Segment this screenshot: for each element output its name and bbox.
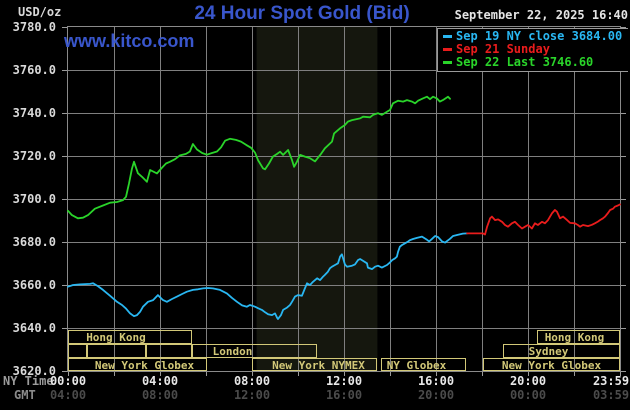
legend-dash-icon bbox=[443, 35, 452, 38]
datetime-label: September 22, 2025 16:40 bbox=[454, 8, 628, 22]
legend-label: Sep 22 Last 3746.60 bbox=[456, 55, 594, 69]
legend-entry-0: Sep 19 NY close 3684.00 bbox=[438, 30, 628, 43]
x-axis-label-ny: 04:00 bbox=[141, 374, 179, 388]
session-label-hong-kong-late: Hong Kong bbox=[544, 331, 605, 344]
y-axis-label: 3780.0 bbox=[12, 20, 56, 34]
session-box-london: London bbox=[192, 344, 317, 358]
y-axis-label: 3760.0 bbox=[12, 63, 56, 77]
session-box-new-york-globex-early: New York Globex bbox=[68, 358, 207, 372]
y-axis-label: 3640.0 bbox=[12, 321, 56, 335]
session-label-new-york-nymex: New York NYMEX bbox=[272, 359, 365, 372]
x-axis-label-ny: 16:00 bbox=[417, 374, 455, 388]
ny-time-axis-label: NY Time bbox=[3, 374, 54, 388]
session-label-sydney: Sydney bbox=[528, 345, 569, 358]
legend-dash-icon bbox=[443, 48, 452, 51]
session-box-unlabeled-3 bbox=[146, 344, 192, 358]
session-box-ny-globex: NY Globex bbox=[381, 358, 466, 372]
x-axis-label-gmt: 12:00 bbox=[233, 388, 271, 402]
x-axis-label-ny: 23:59 bbox=[592, 374, 630, 388]
x-axis-label-gmt: 08:00 bbox=[141, 388, 179, 402]
x-axis-label-gmt: 03:59 bbox=[592, 388, 630, 402]
legend-dash-icon bbox=[443, 61, 452, 64]
price-chart-svg bbox=[62, 27, 626, 376]
session-label-new-york-globex-late: New York Globex bbox=[501, 359, 602, 372]
y-axis-label: 3620.0 bbox=[12, 364, 56, 378]
x-axis-label-ny: 00:00 bbox=[49, 374, 87, 388]
legend-label: Sep 21 Sunday bbox=[456, 42, 550, 56]
y-axis-label: 3740.0 bbox=[12, 106, 56, 120]
price-line-0 bbox=[67, 95, 451, 220]
kitco-watermark-link[interactable]: www.kitco.com bbox=[64, 31, 195, 51]
x-axis-label-gmt: 00:00 bbox=[509, 388, 547, 402]
legend-entry-2: Sep 22 Last 3746.60 bbox=[438, 56, 628, 69]
session-box-hong-kong-late: Hong Kong bbox=[537, 330, 620, 344]
page-title: 24 Hour Spot Gold (Bid) bbox=[194, 3, 410, 24]
x-axis-label-ny: 12:00 bbox=[325, 374, 363, 388]
y-axis-label: 3720.0 bbox=[12, 149, 56, 163]
session-label-ny-globex: NY Globex bbox=[386, 359, 447, 372]
x-axis-label-ny: 20:00 bbox=[509, 374, 547, 388]
session-box-sydney: Sydney bbox=[503, 344, 620, 358]
y-axis-label: 3700.0 bbox=[12, 192, 56, 206]
session-label-london: London bbox=[212, 345, 253, 358]
session-box-unlabeled-1 bbox=[68, 344, 87, 358]
session-label-hong-kong-early: Hong Kong bbox=[86, 331, 146, 344]
session-box-unlabeled-2 bbox=[87, 344, 146, 358]
legend-label: Sep 19 NY close 3684.00 bbox=[456, 29, 623, 43]
price-line-1 bbox=[67, 232, 469, 320]
unit-label: USD/oz bbox=[18, 5, 62, 19]
price-line-2 bbox=[466, 203, 621, 236]
x-axis-label-gmt: 20:00 bbox=[417, 388, 455, 402]
plot-area: Hong Kong Hong Kong London Sydney New York G… bbox=[62, 26, 626, 376]
gmt-axis-label: GMT bbox=[14, 388, 36, 402]
session-box-new-york-globex-late: New York Globex bbox=[483, 358, 620, 372]
x-axis-label-gmt: 04:00 bbox=[49, 388, 87, 402]
y-axis-label: 3680.0 bbox=[12, 235, 56, 249]
x-axis-label-gmt: 16:00 bbox=[325, 388, 363, 402]
legend-box: Sep 19 NY close 3684.00 Sep 21 Sunday Sep … bbox=[437, 28, 628, 72]
session-label-new-york-globex-early: New York Globex bbox=[94, 359, 195, 372]
session-box-hong-kong-early: Hong Kong bbox=[68, 330, 192, 344]
x-axis-label-ny: 08:00 bbox=[233, 374, 271, 388]
y-axis-label: 3660.0 bbox=[12, 278, 56, 292]
legend-entry-1: Sep 21 Sunday bbox=[438, 43, 628, 56]
session-box-new-york-nymex: New York NYMEX bbox=[252, 358, 377, 372]
